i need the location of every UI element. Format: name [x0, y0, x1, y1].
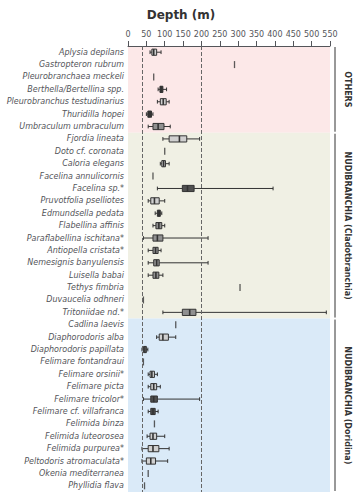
svg-text:Okenia mediterranea: Okenia mediterranea — [39, 469, 124, 478]
svg-text:Flabellina affinis: Flabellina affinis — [59, 221, 124, 230]
svg-text:Pleurobranchaea meckeli: Pleurobranchaea meckeli — [23, 72, 125, 81]
svg-text:Nemesignis banyulensis: Nemesignis banyulensis — [27, 258, 124, 267]
svg-text:Felimare orsinii*: Felimare orsinii* — [58, 370, 124, 379]
svg-text:550: 550 — [322, 30, 337, 39]
svg-text:Berthella/Bertellina spp.: Berthella/Bertellina spp. — [27, 85, 124, 94]
svg-text:Edmundsella pedata: Edmundsella pedata — [42, 209, 124, 218]
svg-text:Felimare fontandraui: Felimare fontandraui — [40, 357, 125, 366]
svg-text:400: 400 — [267, 30, 282, 39]
svg-text:Diaphorodoris alba: Diaphorodoris alba — [48, 333, 124, 342]
svg-text:Umbraculum umbraculum: Umbraculum umbraculum — [19, 122, 124, 131]
svg-text:Depth (m): Depth (m) — [147, 8, 216, 22]
svg-text:250: 250 — [212, 30, 227, 39]
svg-text:OTHERS: OTHERS — [343, 71, 352, 108]
svg-text:NUDIBRANCHIA (Doridina): NUDIBRANCHIA (Doridina) — [343, 346, 352, 464]
svg-text:500: 500 — [304, 30, 319, 39]
svg-text:Felimare cf. villafranca: Felimare cf. villafranca — [33, 407, 124, 416]
svg-text:Fjordia lineata: Fjordia lineata — [67, 134, 124, 143]
svg-text:Felimida binza: Felimida binza — [66, 419, 124, 428]
svg-text:100: 100 — [157, 30, 172, 39]
svg-text:Felimare picta: Felimare picta — [67, 382, 124, 391]
svg-text:150: 150 — [175, 30, 190, 39]
svg-text:Tritoniidae nd.*: Tritoniidae nd.* — [63, 308, 124, 317]
svg-text:NUDIBRANCHIA (Cladotbranchia): NUDIBRANCHIA (Cladotbranchia) — [343, 152, 352, 300]
svg-text:300: 300 — [231, 30, 246, 39]
svg-text:0: 0 — [125, 30, 130, 39]
svg-text:Aplysia depilans: Aplysia depilans — [58, 48, 124, 57]
svg-text:Phyllidia flava: Phyllidia flava — [68, 481, 124, 490]
svg-text:Felimare tricolor*: Felimare tricolor* — [54, 395, 124, 404]
svg-text:Pleurobranchus testudinarius: Pleurobranchus testudinarius — [7, 97, 124, 106]
svg-text:Felimida purpurea*: Felimida purpurea* — [47, 444, 124, 453]
svg-text:Facelina sp.*: Facelina sp.* — [72, 184, 124, 193]
svg-text:Caloria elegans: Caloria elegans — [62, 159, 124, 168]
svg-text:450: 450 — [286, 30, 301, 39]
svg-text:Paraflabellina ischitana*: Paraflabellina ischitana* — [27, 234, 124, 243]
svg-text:Antiopella cristata*: Antiopella cristata* — [46, 246, 124, 255]
svg-text:Diaphorodoris papillata: Diaphorodoris papillata — [31, 345, 124, 354]
svg-text:50: 50 — [141, 30, 151, 39]
svg-text:200: 200 — [194, 30, 209, 39]
svg-text:Doto cf. coronata: Doto cf. coronata — [55, 147, 124, 156]
svg-text:Gastropteron rubrum: Gastropteron rubrum — [39, 60, 124, 69]
svg-text:Felimida luteorosea: Felimida luteorosea — [45, 432, 124, 441]
svg-text:Luisella babai: Luisella babai — [69, 271, 125, 280]
svg-text:Duvaucelia odhneri: Duvaucelia odhneri — [46, 295, 124, 304]
svg-text:Peltodoris atromaculata*: Peltodoris atromaculata* — [24, 457, 124, 466]
svg-text:Tethys fimbria: Tethys fimbria — [67, 283, 124, 292]
svg-text:Cadlina laevis: Cadlina laevis — [68, 320, 124, 329]
svg-text:Facelina annulicornis: Facelina annulicornis — [40, 172, 124, 181]
svg-text:Thuridilla hopei: Thuridilla hopei — [62, 110, 125, 119]
svg-text:Pruvotfolia pselliotes: Pruvotfolia pselliotes — [40, 196, 124, 205]
svg-text:350: 350 — [249, 30, 264, 39]
